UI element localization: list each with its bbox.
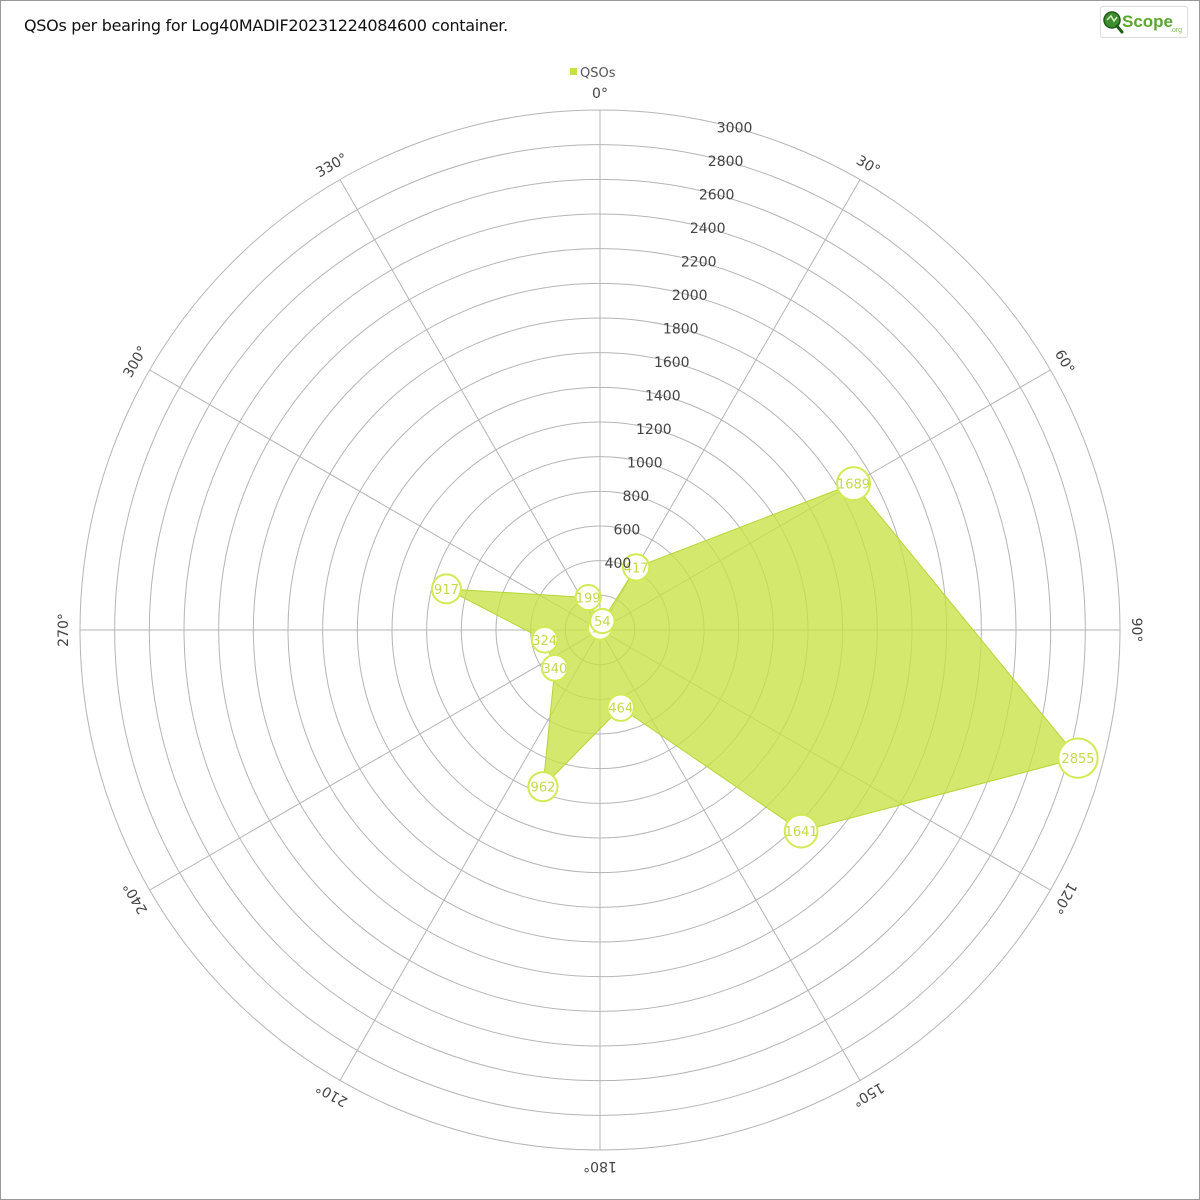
point-marker-417 (622, 553, 651, 582)
angle-label-180: 180° (583, 1158, 617, 1174)
point-label-199: 199 (576, 592, 601, 607)
radial-tick-400: 400 (605, 556, 632, 572)
point-marker-917 (431, 573, 462, 605)
radial-tick-2200: 2200 (681, 255, 717, 271)
legend: QSOs (570, 66, 616, 81)
point-label-962: 962 (531, 781, 556, 796)
legend-swatch (570, 68, 577, 75)
qscope-logo: Scope .org (1100, 6, 1188, 38)
angle-label-60: 60° (1051, 347, 1077, 377)
radial-tick-800: 800 (623, 489, 650, 505)
radial-tick-2400: 2400 (690, 221, 726, 237)
logo-text: Scope (1122, 12, 1173, 31)
spoke-240 (149, 629, 601, 891)
spoke-330 (339, 179, 601, 631)
point-marker-324 (530, 625, 559, 654)
radial-tick-2800: 2800 (708, 154, 744, 170)
point-label-54: 54 (594, 615, 611, 630)
point-label-417: 417 (624, 561, 649, 576)
point-label-1641: 1641 (785, 825, 818, 840)
spoke-300 (149, 369, 601, 631)
legend-entry-qsos: QSOs (580, 66, 616, 81)
radial-tick-1800: 1800 (663, 322, 699, 338)
radial-tick-3000: 3000 (717, 121, 753, 137)
point-label-340: 340 (542, 662, 567, 677)
radial-tick-1600: 1600 (654, 355, 690, 371)
point-marker-1689 (836, 466, 872, 502)
point-marker-1641 (783, 813, 819, 849)
point-marker-340 (540, 653, 569, 682)
angle-label-90: 90° (1128, 618, 1144, 643)
marker-layer: 1454417168928551641464962340324917199 (431, 466, 1099, 849)
point-marker-199 (574, 584, 602, 612)
point-marker-54 (589, 607, 616, 635)
point-label-1689: 1689 (837, 478, 870, 493)
point-label-464: 464 (608, 702, 633, 717)
radial-tick-1400: 1400 (645, 389, 681, 405)
point-marker-962 (527, 771, 559, 803)
point-marker-2855 (1057, 737, 1099, 779)
point-label-324: 324 (532, 634, 557, 649)
angle-label-30: 30° (853, 153, 883, 179)
point-label-917: 917 (434, 583, 459, 598)
logo-suffix: .org (1170, 27, 1182, 34)
radial-tick-2600: 2600 (699, 188, 735, 204)
radial-tick-2000: 2000 (672, 288, 708, 304)
angle-label-0: 0° (592, 86, 608, 102)
radial-tick-600: 600 (614, 523, 641, 539)
chart-title: QSOs per bearing for Log40MADIF202312240… (24, 16, 508, 35)
spoke-30 (599, 179, 861, 631)
radial-tick-1000: 1000 (627, 456, 663, 472)
radial-tick-1200: 1200 (636, 422, 672, 438)
point-label-2855: 2855 (1061, 752, 1094, 767)
angle-label-270: 270° (56, 613, 72, 647)
point-marker-464 (606, 693, 636, 722)
